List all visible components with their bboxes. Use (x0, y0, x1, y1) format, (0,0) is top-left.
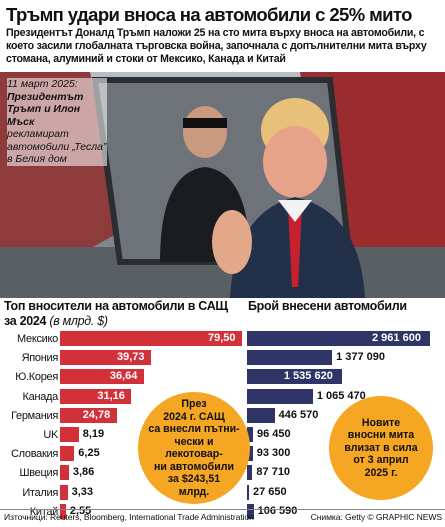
import-count-label: 93 300 (256, 447, 291, 460)
import-value-bar (60, 388, 132, 404)
category-label: Ю.Корея (15, 371, 58, 384)
import-count-label: 106 590 (257, 504, 298, 517)
category-label: Япония (21, 352, 59, 365)
caption-date: 11 март 2025: (7, 78, 78, 90)
import-value-bar (60, 350, 151, 366)
caption-description: рекламират автомобили „Тесла” в Белия до… (7, 128, 107, 165)
import-count-label: 1 535 620 (283, 370, 333, 383)
import-value-label: 39,73 (116, 351, 145, 364)
bubble-right-line: вносни мита (347, 429, 415, 442)
caption-names: Президентът Тръмп и Илон Мъск (7, 90, 84, 128)
bubble-left-line: чески и лекотовар- (165, 435, 223, 461)
right-info-bubble: Новите вносни мита влизат в сила от 3 април… (329, 396, 433, 500)
photo-caption: 11 март 2025: Президентът Тръмп и Илон М… (7, 78, 107, 166)
category-label: Китай (29, 505, 59, 518)
left-chart-title: Топ вносители на автомобили в САЩ за 202… (4, 299, 228, 328)
import-count-bar (247, 484, 249, 500)
import-value-bar (60, 503, 66, 519)
import-count-label: 1 065 470 (316, 389, 366, 402)
page-title: Тръмп удари вноса на автомобили с 25% ми… (6, 4, 412, 25)
import-count-label: 1 377 090 (336, 351, 386, 364)
import-count-label: 27 650 (253, 485, 287, 498)
import-value-bar (60, 331, 242, 346)
footer-divider (0, 509, 445, 510)
import-count-label: 2 961 600 (372, 332, 421, 344)
photo-illustration (0, 72, 445, 298)
import-count-bar (247, 427, 253, 442)
import-count-bar (247, 331, 430, 346)
category-label: UK (43, 429, 58, 441)
bubble-left-line: млрд. (178, 485, 210, 498)
category-label: Швеция (19, 467, 58, 480)
bubble-left-line: ни автомобили (154, 460, 234, 473)
footer: Източници: Reuters, Bloomberg, Internati… (4, 511, 442, 523)
import-value-bar (60, 446, 75, 462)
bubble-right-line: Новите (361, 416, 401, 429)
import-value-label: 8,19 (82, 428, 105, 440)
import-value-label: 36,64 (109, 370, 138, 383)
photo (0, 72, 445, 298)
category-label: Словакия (11, 448, 58, 461)
bubble-left-line: за $243,51 (167, 473, 221, 485)
import-value-label: 24,78 (82, 408, 111, 421)
right-chart-title: Брой внесени автомобили (248, 299, 407, 313)
import-value-bar (60, 427, 79, 442)
import-value-label: 6,25 (78, 447, 100, 460)
import-count-bar (247, 407, 275, 423)
import-value-bar (60, 484, 68, 500)
import-value-bar (60, 369, 144, 385)
import-count-bar (247, 388, 313, 404)
import-value-label: 3,86 (72, 466, 95, 479)
import-count-label: 87 710 (256, 466, 291, 479)
page-subtitle: Президентът Доналд Тръмп наложи 25 на ст… (6, 27, 427, 65)
left-info-bubble: През 2024 г. САЩ са внесли пътни-чески и л… (138, 392, 250, 504)
import-count-bar (247, 465, 253, 481)
sources: Източници: Reuters, Bloomberg, Internati… (4, 512, 254, 522)
import-value-label: 2,55 (69, 504, 92, 517)
import-count-bar (247, 369, 342, 385)
bubble-left-line: 2024 г. САЩ (163, 410, 225, 423)
bubble-right-line: влизат в сила (344, 441, 418, 454)
import-count-label: 96 450 (256, 428, 291, 440)
category-label: Италия (22, 486, 58, 499)
left-chart-unit: (в млрд. $) (49, 314, 108, 328)
category-label: Канада (22, 390, 59, 403)
import-value-bar (60, 407, 117, 423)
left-chart-heading: Топ вносители на автомобили в САЩ за 202… (4, 299, 234, 329)
bubble-left-line: са внесли пътни- (148, 423, 240, 435)
import-value-label: 79,50 (208, 332, 236, 344)
import-value-label: 3,33 (71, 485, 94, 498)
bubble-right-line: 2025 г. (364, 466, 398, 479)
import-value-label: 31,16 (97, 389, 125, 402)
bubble-right-line: от 3 април (353, 454, 409, 467)
category-label: Германия (11, 409, 58, 422)
bubble-left-line: През (181, 398, 207, 410)
credits: Снимка: Getty © GRAPHIC NEWS (310, 512, 442, 522)
import-count-bar (247, 503, 254, 519)
category-label: Мексико (17, 333, 58, 345)
import-count-label: 446 570 (278, 408, 319, 421)
import-value-bar (60, 465, 69, 481)
import-count-bar (247, 350, 333, 366)
import-count-bar (247, 446, 253, 462)
